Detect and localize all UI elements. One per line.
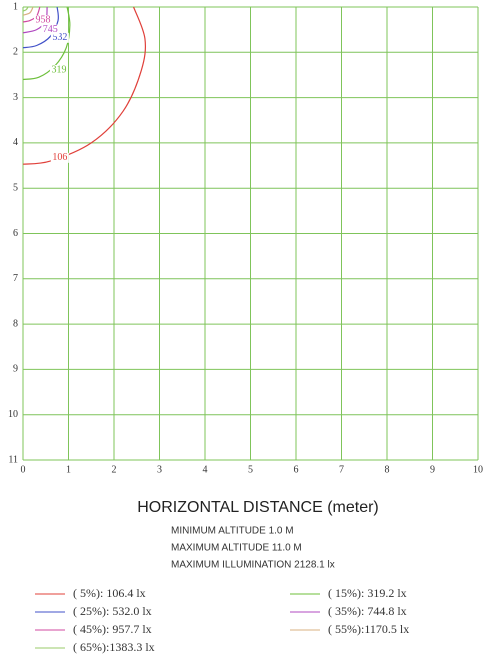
x-tick-label: 2 [112,464,117,475]
legend-label: ( 35%): 744.8 lx [328,604,407,618]
contour-label-bg [34,15,53,26]
note: MAXIMUM ALTITUDE 11.0 M [171,543,302,554]
x-tick-label: 5 [248,464,253,475]
contour-line [22,6,147,165]
contour-label-bg [49,64,68,75]
x-tick-label: 8 [385,464,390,475]
legend-label: ( 5%): 106.4 lx [73,586,146,600]
contour-label: 319 [51,64,66,75]
legend-label: ( 45%): 957.7 lx [73,622,152,636]
legend-label: ( 25%): 532.0 lx [73,604,152,618]
x-tick-label: 7 [339,464,344,475]
x-tick-label: 1 [66,464,71,475]
contour-label: 745 [43,24,58,35]
y-tick-label: 6 [13,228,18,239]
y-tick-label: 10 [8,409,18,420]
contour-label: 106 [52,152,67,163]
contour-label: 958 [36,14,51,25]
legend-label: ( 55%):1170.5 lx [328,622,409,636]
x-tick-label: 10 [473,464,483,475]
y-tick-label: 5 [13,182,18,193]
y-tick-label: 7 [13,273,18,284]
y-tick-label: 9 [13,364,18,375]
contour-line [22,6,41,23]
contour-line [22,6,34,16]
contour-line [22,6,71,81]
contour-label-bg [41,24,60,35]
contour-line [22,6,59,49]
x-tick-label: 3 [157,464,162,475]
note: MAXIMUM ILLUMINATION 2128.1 lx [171,560,335,571]
y-tick-label: 2 [13,47,18,58]
x-axis-label: HORIZONTAL DISTANCE (meter) [137,499,379,516]
legend-label: ( 15%): 319.2 lx [328,586,407,600]
contour-label-bg [50,32,69,43]
y-tick-label: 8 [13,318,18,329]
note: MINIMUM ALTITUDE 1.0 M [171,526,294,537]
y-tick-label: 3 [13,92,18,103]
contour-label-bg [50,152,69,163]
contour-line [22,6,29,12]
legend-label: ( 65%):1383.3 lx [73,640,155,654]
y-tick-label: 1 [13,1,18,12]
x-tick-label: 6 [294,464,299,475]
contour-label: 532 [52,32,67,43]
x-tick-label: 9 [430,464,435,475]
x-tick-label: 0 [21,464,26,475]
x-tick-label: 4 [203,464,208,475]
y-tick-label: 4 [13,137,18,148]
y-tick-label: 11 [8,454,18,465]
